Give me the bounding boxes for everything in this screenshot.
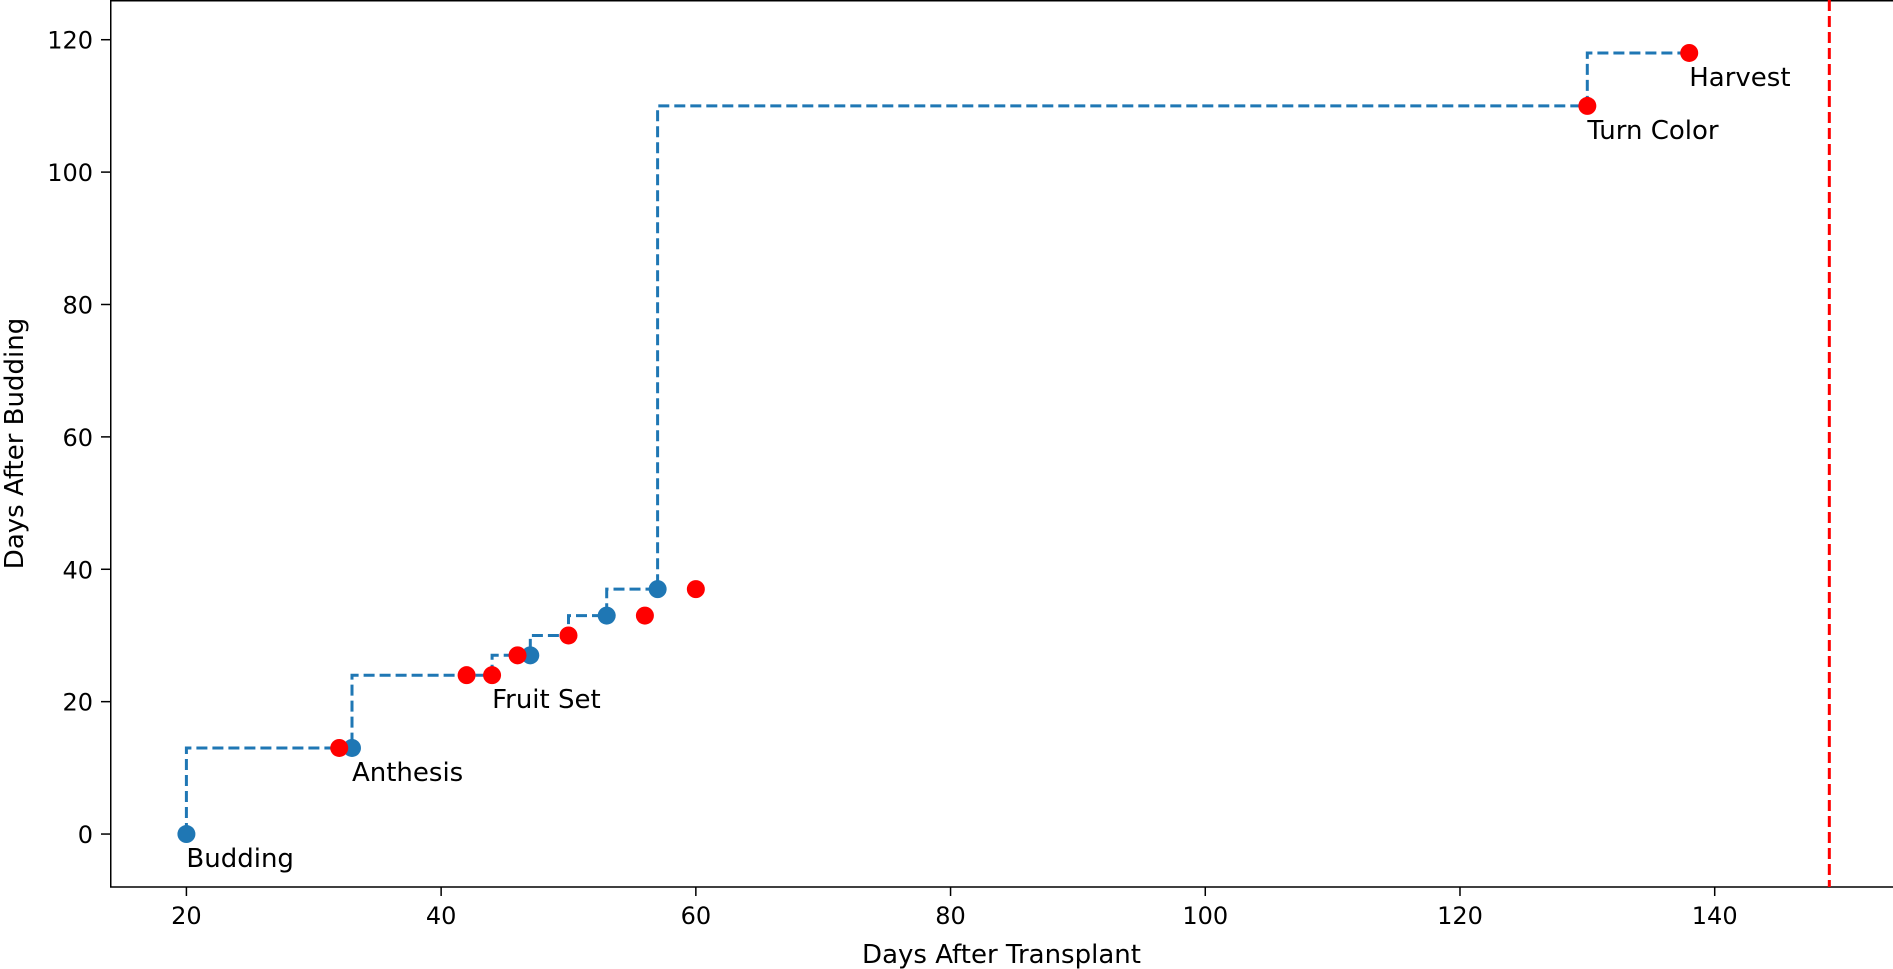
- y-tick-label-120: 120: [47, 27, 93, 55]
- x-tick-label-100: 100: [1182, 902, 1228, 930]
- chart-marks: Budding Anthesis Fruit Set Turn Color Harves…: [177, 0, 1831, 887]
- y-axis-label: Days After Budding: [0, 318, 30, 569]
- y-axis: 0 20 40 60 80 100 120: [47, 27, 110, 849]
- data-point-series1-2: [483, 666, 502, 685]
- plot-area: [110, 0, 1893, 888]
- y-tick-label-100: 100: [47, 159, 93, 187]
- data-point-series0-2: [521, 646, 540, 665]
- y-tick-label-60: 60: [62, 424, 93, 452]
- x-tick-label-140: 140: [1692, 902, 1738, 930]
- data-point-series1-6: [686, 580, 705, 599]
- annotation-anthesis: Anthesis: [352, 758, 463, 788]
- data-point-series0-4: [648, 580, 667, 599]
- data-point-series1-3: [508, 646, 527, 665]
- y-tick-label-80: 80: [62, 291, 93, 319]
- step-line: [184, 51, 1690, 834]
- data-point-series0-1: [342, 738, 361, 757]
- x-tick-label-60: 60: [681, 902, 712, 930]
- annotation-budding: Budding: [186, 844, 294, 874]
- annotation-turn-color: Turn Color: [1586, 116, 1719, 146]
- data-point-series1-7: [1578, 96, 1597, 115]
- plot-frame: [110, 0, 1893, 888]
- x-axis-label: Days After Transplant: [862, 940, 1141, 969]
- data-point-series0-0: [177, 825, 196, 844]
- data-point-series1-0: [330, 738, 349, 757]
- annotation-harvest: Harvest: [1689, 63, 1790, 93]
- x-tick-label-80: 80: [935, 902, 966, 930]
- annotation-fruit-set: Fruit Set: [492, 685, 601, 715]
- x-tick-label-120: 120: [1437, 902, 1483, 930]
- data-point-series1-8: [1680, 43, 1699, 62]
- data-point-series1-1: [457, 666, 476, 685]
- data-point-series1-4: [559, 626, 578, 645]
- x-axis: 20 40 60 80 100 120 140: [171, 887, 1738, 930]
- x-tick-label-40: 40: [426, 902, 457, 930]
- y-tick-label-20: 20: [62, 689, 93, 717]
- data-point-series1-5: [635, 606, 654, 625]
- y-tick-label-40: 40: [62, 556, 93, 584]
- data-point-series0-3: [597, 606, 616, 625]
- y-tick-label-0: 0: [78, 821, 93, 849]
- x-tick-label-20: 20: [171, 902, 202, 930]
